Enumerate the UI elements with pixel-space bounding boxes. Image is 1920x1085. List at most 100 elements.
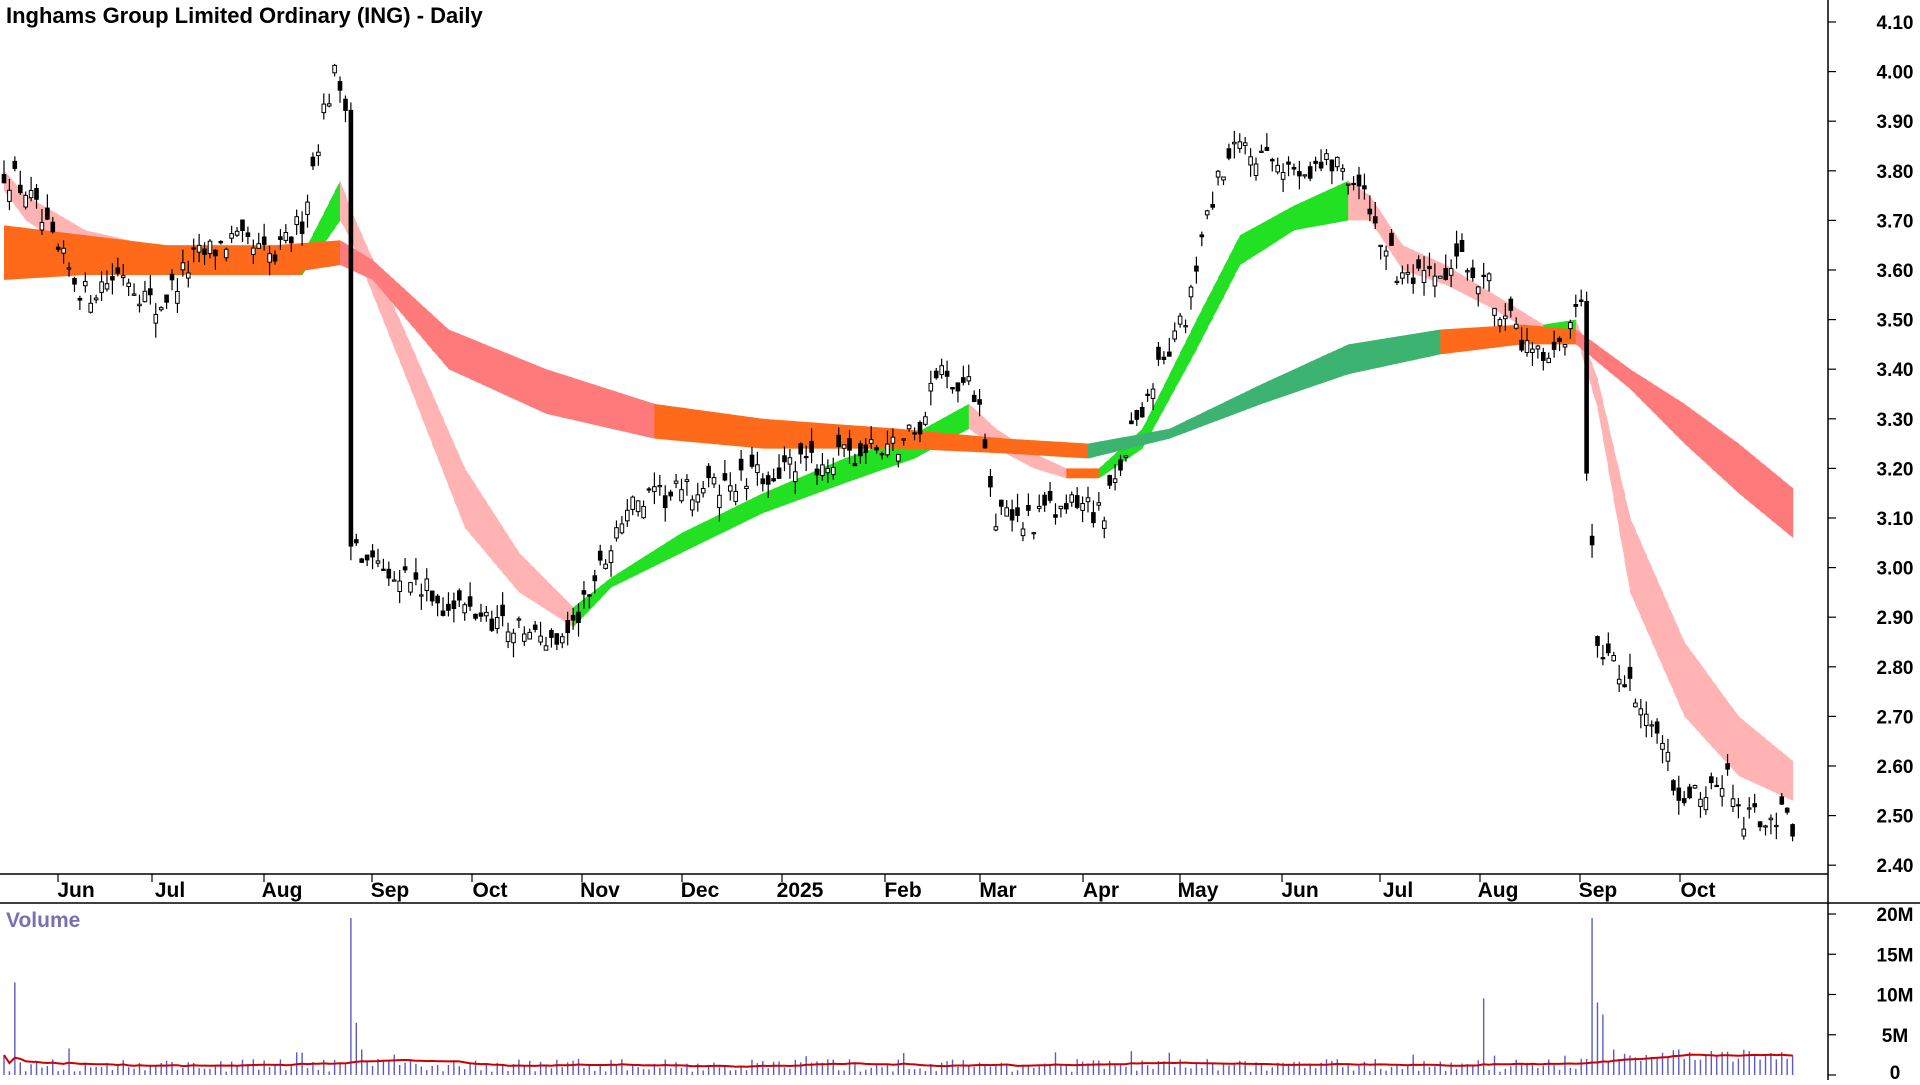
ma-band-segment xyxy=(1657,580,1664,667)
ma-band-segment xyxy=(388,295,395,349)
candle-down xyxy=(999,499,1004,507)
ma-band-segment xyxy=(1093,468,1100,479)
ma-band-segment xyxy=(638,398,645,437)
ma-band-segment xyxy=(1044,458,1051,474)
ma-band-segment xyxy=(264,245,271,275)
ma-band-segment xyxy=(654,546,661,567)
candle-up xyxy=(462,604,467,614)
candle-down xyxy=(337,81,343,91)
axis-labels: 4.10 4.00 3.90 3.80 3.70 3.60 3.50 3.40 3.30 3.20… xyxy=(57,13,1914,1084)
candle-up xyxy=(787,457,793,465)
ma-band-segment xyxy=(854,452,861,480)
ma-band-segment xyxy=(1256,384,1262,406)
candle-up xyxy=(66,267,72,270)
candle-down xyxy=(1709,776,1714,784)
ma-band-segment xyxy=(1169,426,1176,439)
ma-band-segment xyxy=(1467,327,1474,351)
ma-band-segment xyxy=(914,430,921,450)
ma-band-segment xyxy=(1353,342,1360,373)
ma-band-segment xyxy=(1646,379,1653,411)
ma-band-segment xyxy=(659,404,666,440)
candle-down xyxy=(1362,185,1367,190)
ma-band-segment xyxy=(632,397,639,435)
ma-band-segment xyxy=(1342,180,1349,222)
candle-up xyxy=(1730,798,1736,807)
candle-down xyxy=(576,611,581,624)
ma-band-segment xyxy=(323,241,330,268)
volume-tick-label: 20M xyxy=(1877,905,1914,926)
candle-down xyxy=(1291,166,1297,170)
ma-band-segment xyxy=(383,270,390,300)
ma-band-segment xyxy=(529,563,536,603)
candle-down xyxy=(148,288,153,296)
candle-down xyxy=(1519,339,1524,351)
candle-down xyxy=(760,478,766,485)
ma-band-segment xyxy=(1483,326,1490,349)
ma-band-segment xyxy=(1109,438,1116,454)
ma-band-segment xyxy=(1039,456,1046,472)
candle-up xyxy=(1302,174,1308,177)
candle-up xyxy=(1692,785,1698,789)
ma-band-segment xyxy=(1770,743,1777,794)
ma-band-segment xyxy=(90,235,97,275)
ma-band-segment xyxy=(372,260,379,287)
candle-up xyxy=(652,486,657,493)
ma-band-segment xyxy=(443,324,449,370)
ma-band-segment xyxy=(1223,256,1230,297)
ma-band-segment xyxy=(735,415,742,447)
ma-band-segment xyxy=(1380,338,1387,368)
ma-band-segment xyxy=(1716,427,1723,479)
candle-up xyxy=(831,467,836,475)
ma-band-segment xyxy=(405,332,412,389)
month-label: 2025 xyxy=(777,879,824,902)
ma-band-segment xyxy=(930,431,937,451)
candle-up xyxy=(1237,141,1243,149)
candle-up xyxy=(61,247,66,254)
ma-band-segment xyxy=(936,432,943,451)
ma-band-segment xyxy=(1191,319,1197,360)
candle-down xyxy=(435,595,440,604)
candle-up xyxy=(1768,817,1774,821)
ma-band-segment xyxy=(1272,214,1279,245)
candle-down xyxy=(240,219,245,231)
ma-band-segment xyxy=(1315,356,1322,386)
candle-up xyxy=(635,500,641,513)
price-tick-label: 4.00 xyxy=(1877,63,1914,84)
ma-band-segment xyxy=(1749,725,1756,784)
candle-up xyxy=(1774,824,1779,828)
ma-band-segment xyxy=(1640,542,1647,630)
candle-up xyxy=(1123,455,1129,458)
ma-band-segment xyxy=(1711,423,1718,474)
ma-band-segment xyxy=(1467,278,1474,299)
candle-down xyxy=(1313,160,1318,164)
ma-band-segment xyxy=(437,406,444,473)
candle-up xyxy=(711,477,717,485)
ma-band-segment xyxy=(340,240,347,268)
ma-band-segment xyxy=(421,369,428,431)
ma-band-segment xyxy=(1071,442,1078,458)
candle-down xyxy=(1329,159,1335,172)
ma-band-segment xyxy=(556,372,563,418)
candle-up xyxy=(256,243,261,249)
ma-band-segment xyxy=(128,240,135,275)
candle-up xyxy=(1638,708,1644,716)
ma-band-segment xyxy=(1662,592,1669,680)
candle-down xyxy=(1606,643,1611,654)
candle-down xyxy=(1654,721,1660,734)
candle-up xyxy=(294,216,299,226)
ma-band-segment xyxy=(952,433,959,452)
ma-band-segment xyxy=(1201,298,1208,339)
ma-band-segment xyxy=(616,391,623,432)
ma-band-segment xyxy=(627,563,634,580)
candle-down xyxy=(364,554,370,561)
candle-up xyxy=(516,618,522,621)
ma-band-segment xyxy=(1727,701,1734,770)
ma-band-segment xyxy=(1532,325,1539,345)
ma-band-segment xyxy=(426,309,433,351)
month-label: Aug xyxy=(1478,879,1519,902)
ma-band-segment xyxy=(242,245,249,275)
candle-down xyxy=(1681,798,1687,804)
candle-down xyxy=(202,248,207,255)
ma-band-segment xyxy=(1705,671,1712,747)
candle-up xyxy=(1112,478,1118,483)
